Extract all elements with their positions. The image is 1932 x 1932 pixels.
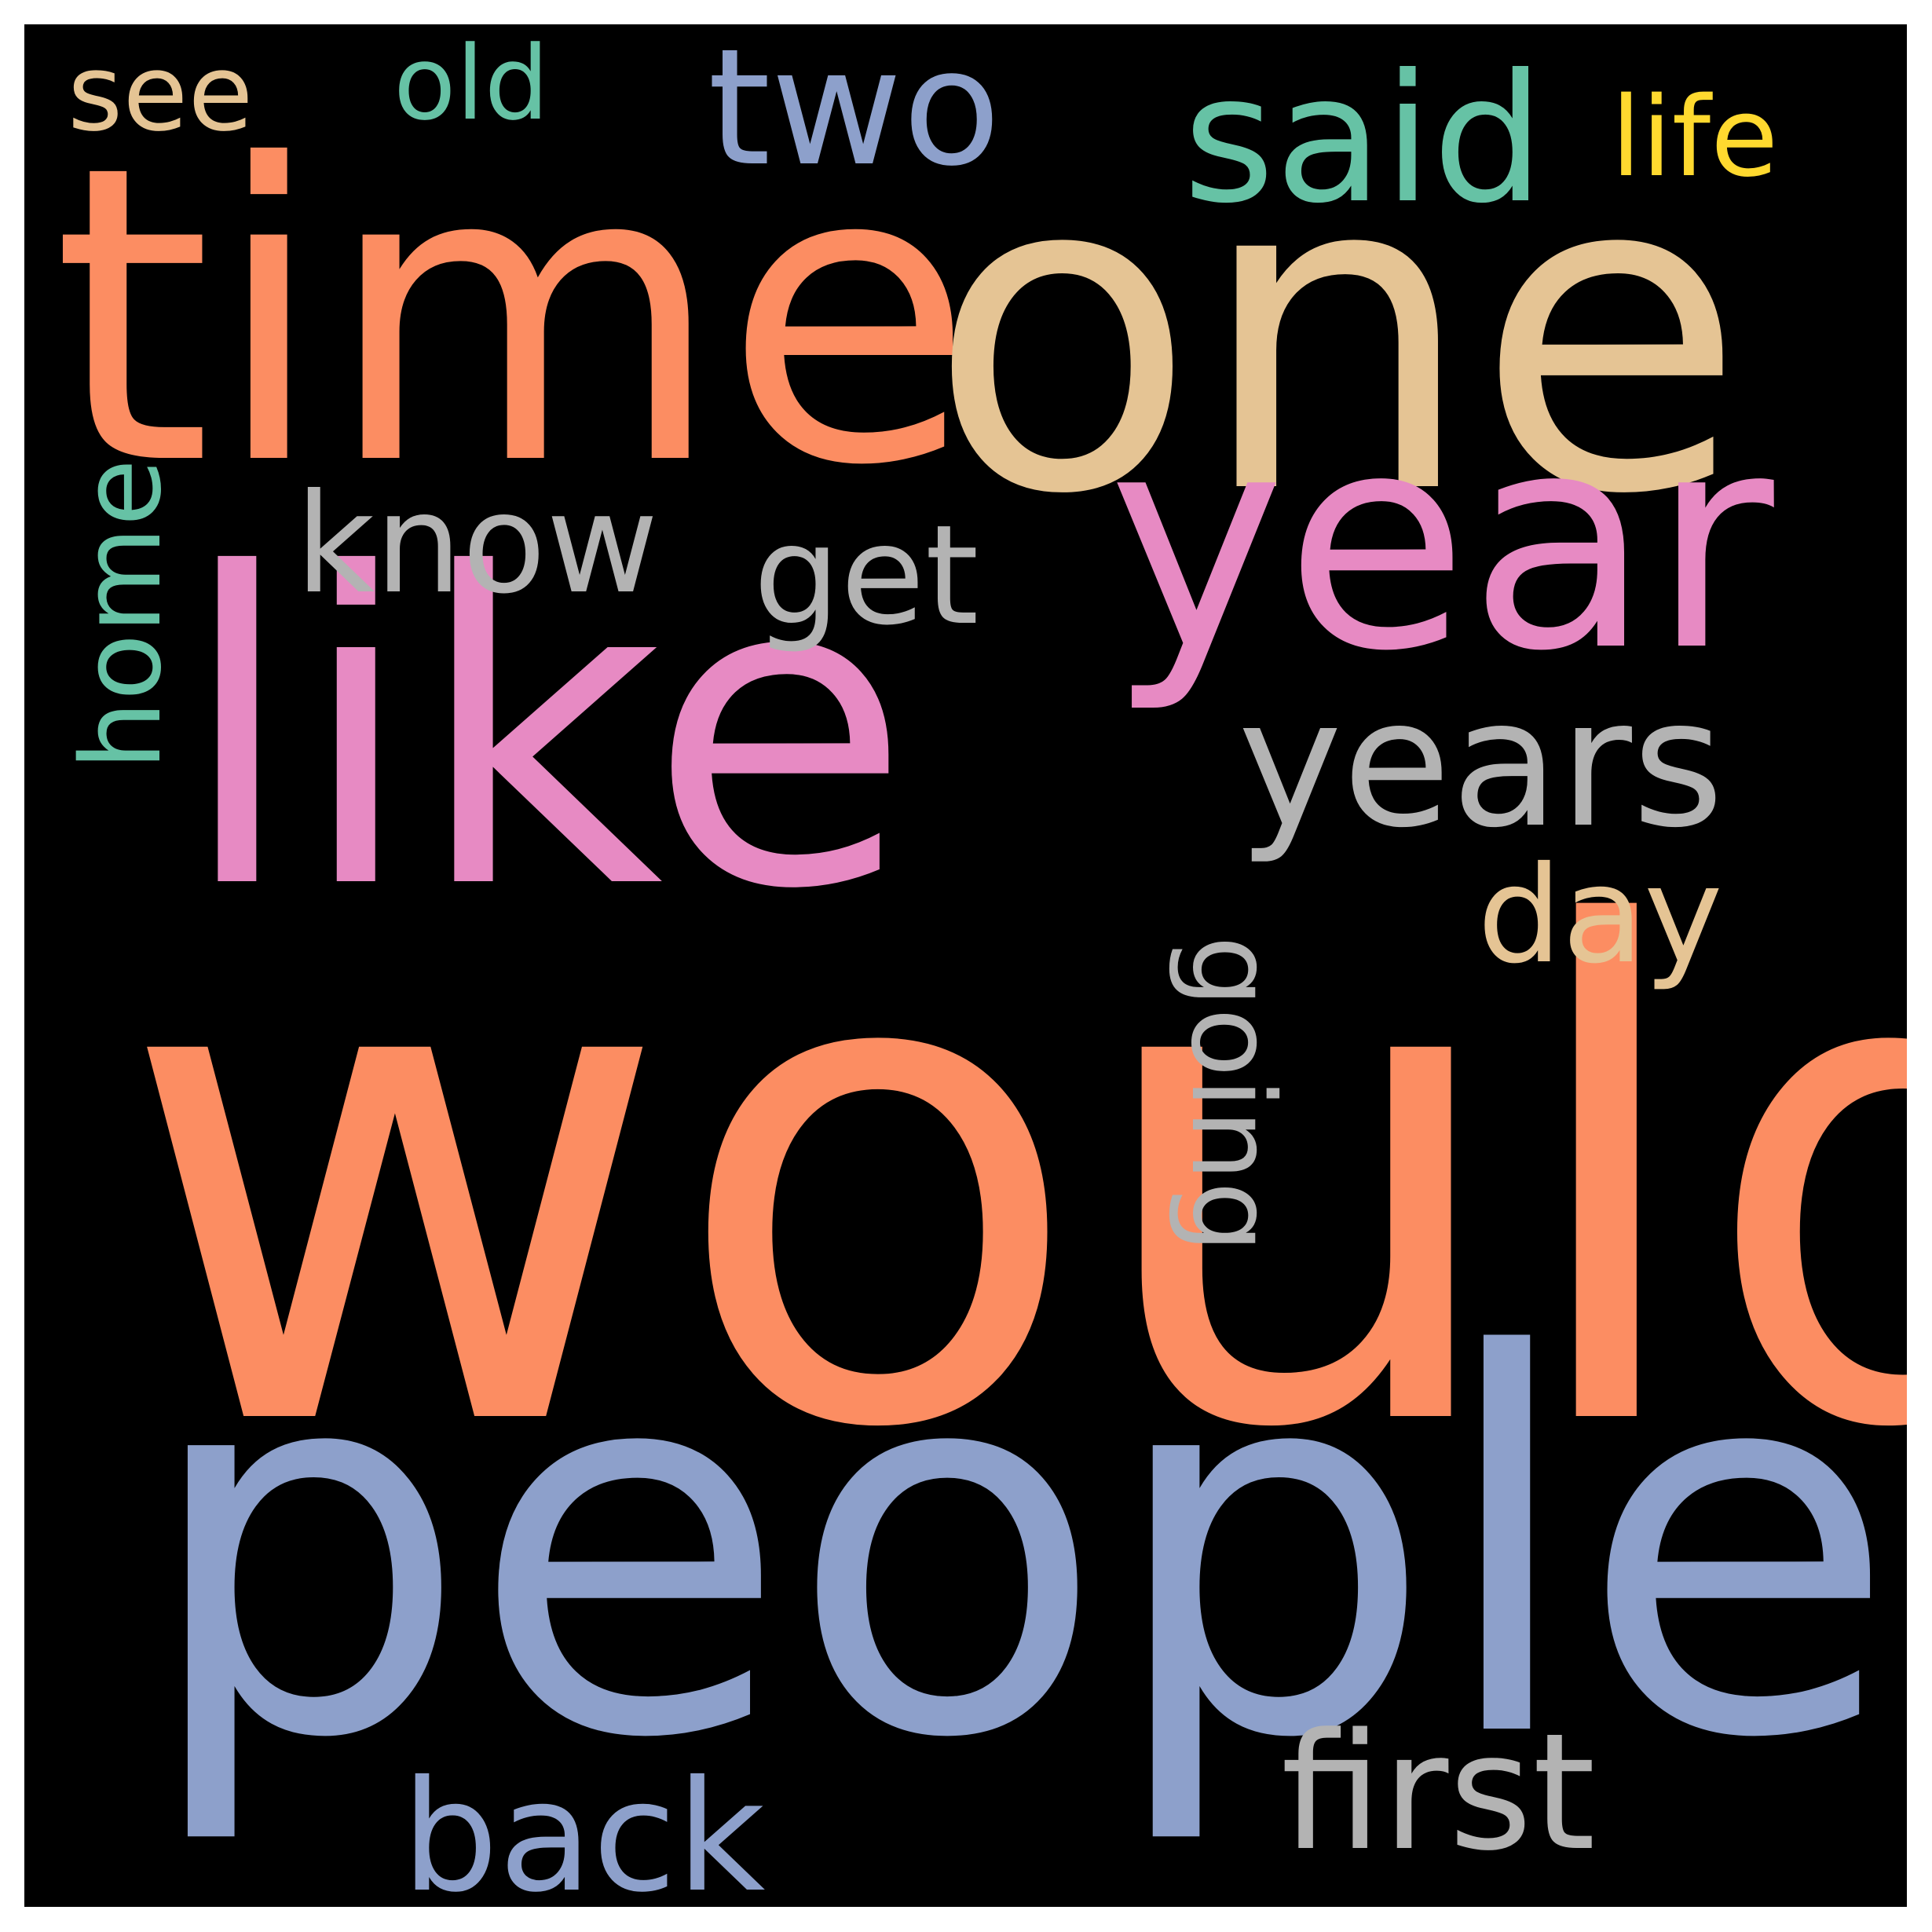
word-said: said — [1183, 37, 1545, 243]
word-years: years — [1238, 661, 1725, 867]
word-life: life — [1611, 74, 1779, 202]
word-get: get — [753, 496, 979, 656]
word-back: back — [401, 1747, 766, 1907]
word-like: like — [177, 484, 912, 982]
word-home: home — [58, 459, 186, 770]
word-going: going — [1165, 935, 1298, 1253]
word-would: would — [119, 789, 1907, 1575]
word-people: people — [141, 1247, 1898, 1851]
word-two: two — [708, 24, 1001, 202]
word-see: see — [68, 31, 254, 155]
word-year: year — [1108, 368, 1774, 716]
word-know: know — [295, 465, 659, 624]
word-old: old — [393, 24, 550, 143]
word-day: day — [1477, 838, 1723, 993]
word-cloud: would people time one like year years sa… — [24, 24, 1907, 1907]
word-one: one — [928, 79, 1747, 591]
word-first: first — [1281, 1700, 1596, 1886]
word-time: time — [52, 79, 975, 554]
